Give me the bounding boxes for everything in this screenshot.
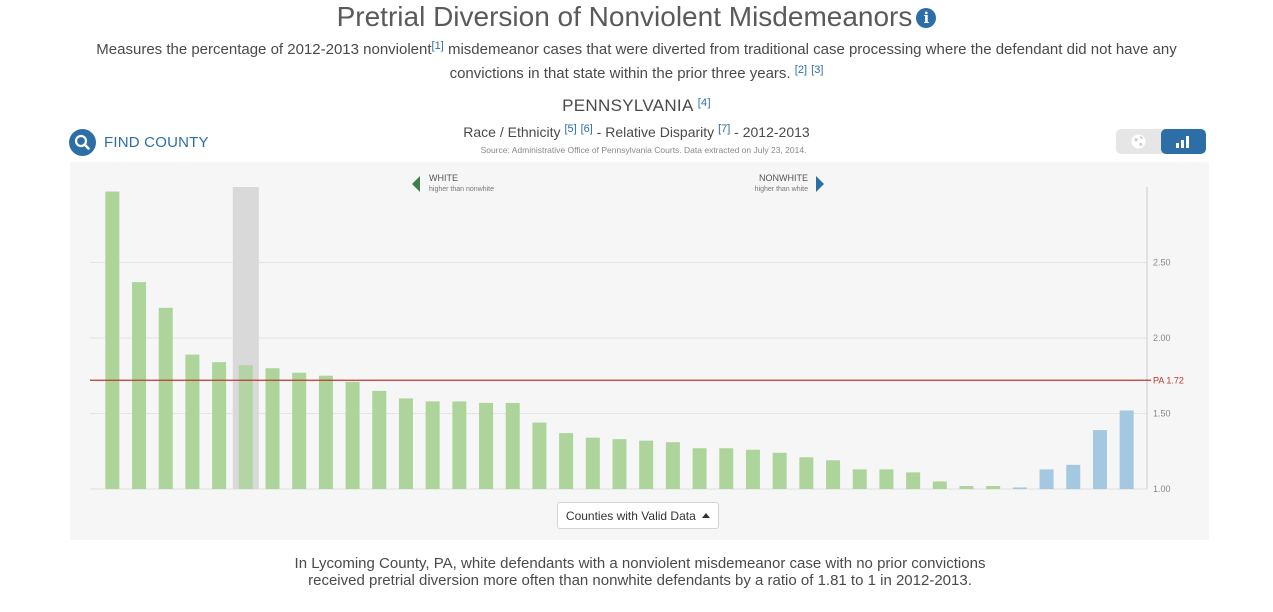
page-title: Pretrial Diversion of Nonviolent Misdeme… bbox=[0, 0, 1273, 34]
bar-chart-icon bbox=[1176, 136, 1189, 148]
bar bbox=[132, 282, 147, 489]
arrow-left-icon bbox=[412, 176, 420, 192]
bar bbox=[639, 440, 654, 489]
bar-chart: PA 1.72 1.00 1.50 2.00 2.50 WHITE higher than … bbox=[90, 173, 1184, 494]
bar bbox=[959, 485, 974, 489]
bar bbox=[852, 469, 867, 489]
bar bbox=[745, 449, 760, 489]
metric-text-3: - 2012-2013 bbox=[730, 124, 810, 140]
bar bbox=[318, 375, 333, 489]
bar bbox=[265, 368, 280, 489]
caret-up-icon bbox=[702, 513, 711, 518]
bar bbox=[799, 457, 814, 489]
bar bbox=[238, 365, 253, 489]
bar bbox=[772, 452, 787, 489]
state-heading: PENNSYLVANIA [4] bbox=[0, 96, 1273, 116]
bar bbox=[585, 437, 600, 489]
metric-text-1: Race / Ethnicity bbox=[463, 124, 561, 140]
bar bbox=[932, 481, 947, 489]
dropdown-label: Counties with Valid Data bbox=[565, 509, 696, 523]
chart-view-button[interactable] bbox=[1161, 129, 1206, 154]
bar bbox=[879, 469, 894, 489]
bar bbox=[1039, 469, 1054, 489]
bar bbox=[559, 433, 574, 489]
bar bbox=[719, 448, 734, 489]
bar bbox=[105, 191, 120, 489]
bar bbox=[212, 362, 227, 489]
bar bbox=[612, 439, 627, 489]
chart-panel: PA 1.72 1.00 1.50 2.00 2.50 WHITE higher than … bbox=[70, 162, 1209, 540]
arrow-right-icon bbox=[816, 176, 824, 192]
legend-nonwhite-title: NONWHITE bbox=[759, 173, 808, 183]
bar bbox=[906, 472, 921, 489]
bar bbox=[425, 401, 440, 489]
bar bbox=[372, 390, 387, 489]
bar bbox=[1092, 430, 1107, 489]
globe-icon bbox=[1131, 134, 1146, 149]
state-name: PENNSYLVANIA bbox=[562, 96, 693, 115]
bar bbox=[345, 381, 360, 489]
county-filter-dropdown[interactable]: Counties with Valid Data bbox=[557, 502, 719, 529]
metric-heading: Race / Ethnicity [5] [6] - Relative Disp… bbox=[0, 123, 1273, 141]
bar bbox=[532, 422, 547, 489]
legend-white-subtitle: higher than nonwhite bbox=[429, 186, 494, 193]
legend-white-title: WHITE bbox=[429, 173, 458, 183]
bar bbox=[1066, 464, 1081, 489]
map-view-button[interactable] bbox=[1116, 129, 1161, 154]
chart-caption: In Lycoming County, PA, white defendants… bbox=[294, 555, 986, 589]
find-county-button[interactable]: FIND COUNTY bbox=[69, 129, 209, 156]
footnote-link-2[interactable]: [2] bbox=[794, 64, 807, 76]
footnote-link-7[interactable]: [7] bbox=[718, 123, 731, 135]
source-note: Source: Administrative Office of Pennsyl… bbox=[480, 145, 807, 155]
bar bbox=[505, 402, 520, 489]
footnote-link-4[interactable]: [4] bbox=[697, 97, 711, 109]
page-subtitle: Measures the percentage of 2012-2013 non… bbox=[90, 38, 1183, 86]
subtitle-text-2: misdemeanor cases that were diverted fro… bbox=[443, 41, 1177, 82]
y-tick-label: 1.00 bbox=[1153, 484, 1171, 494]
bar bbox=[292, 372, 307, 489]
bar bbox=[692, 448, 707, 489]
info-icon[interactable]: i bbox=[916, 8, 937, 28]
bar bbox=[398, 398, 413, 489]
legend-nonwhite-subtitle: higher than white bbox=[755, 186, 808, 193]
bar bbox=[986, 485, 1001, 489]
search-icon bbox=[69, 129, 96, 156]
footnote-link-6[interactable]: [6] bbox=[580, 123, 593, 135]
bar bbox=[185, 354, 200, 489]
footnote-link-3[interactable]: [3] bbox=[811, 64, 824, 76]
y-tick-label: 2.50 bbox=[1153, 258, 1171, 268]
bar bbox=[452, 401, 467, 489]
bar bbox=[826, 460, 841, 489]
reference-line-label: PA 1.72 bbox=[1153, 375, 1184, 385]
footnote-link-5[interactable]: [5] bbox=[564, 123, 577, 135]
bar bbox=[158, 307, 173, 489]
y-tick-label: 1.50 bbox=[1153, 409, 1171, 419]
bar bbox=[665, 442, 680, 489]
view-toggle bbox=[1116, 129, 1206, 154]
y-tick-label: 2.00 bbox=[1153, 333, 1171, 343]
find-county-label: FIND COUNTY bbox=[104, 134, 209, 151]
metric-text-2: - Relative Disparity bbox=[592, 124, 715, 140]
subtitle-text-1: Measures the percentage of 2012-2013 non… bbox=[96, 41, 432, 58]
bar bbox=[1119, 410, 1134, 489]
bar bbox=[1012, 487, 1027, 489]
page-title-text: Pretrial Diversion of Nonviolent Misdeme… bbox=[336, 1, 913, 32]
footnote-link-1[interactable]: [1] bbox=[431, 40, 444, 52]
bar bbox=[479, 402, 494, 489]
